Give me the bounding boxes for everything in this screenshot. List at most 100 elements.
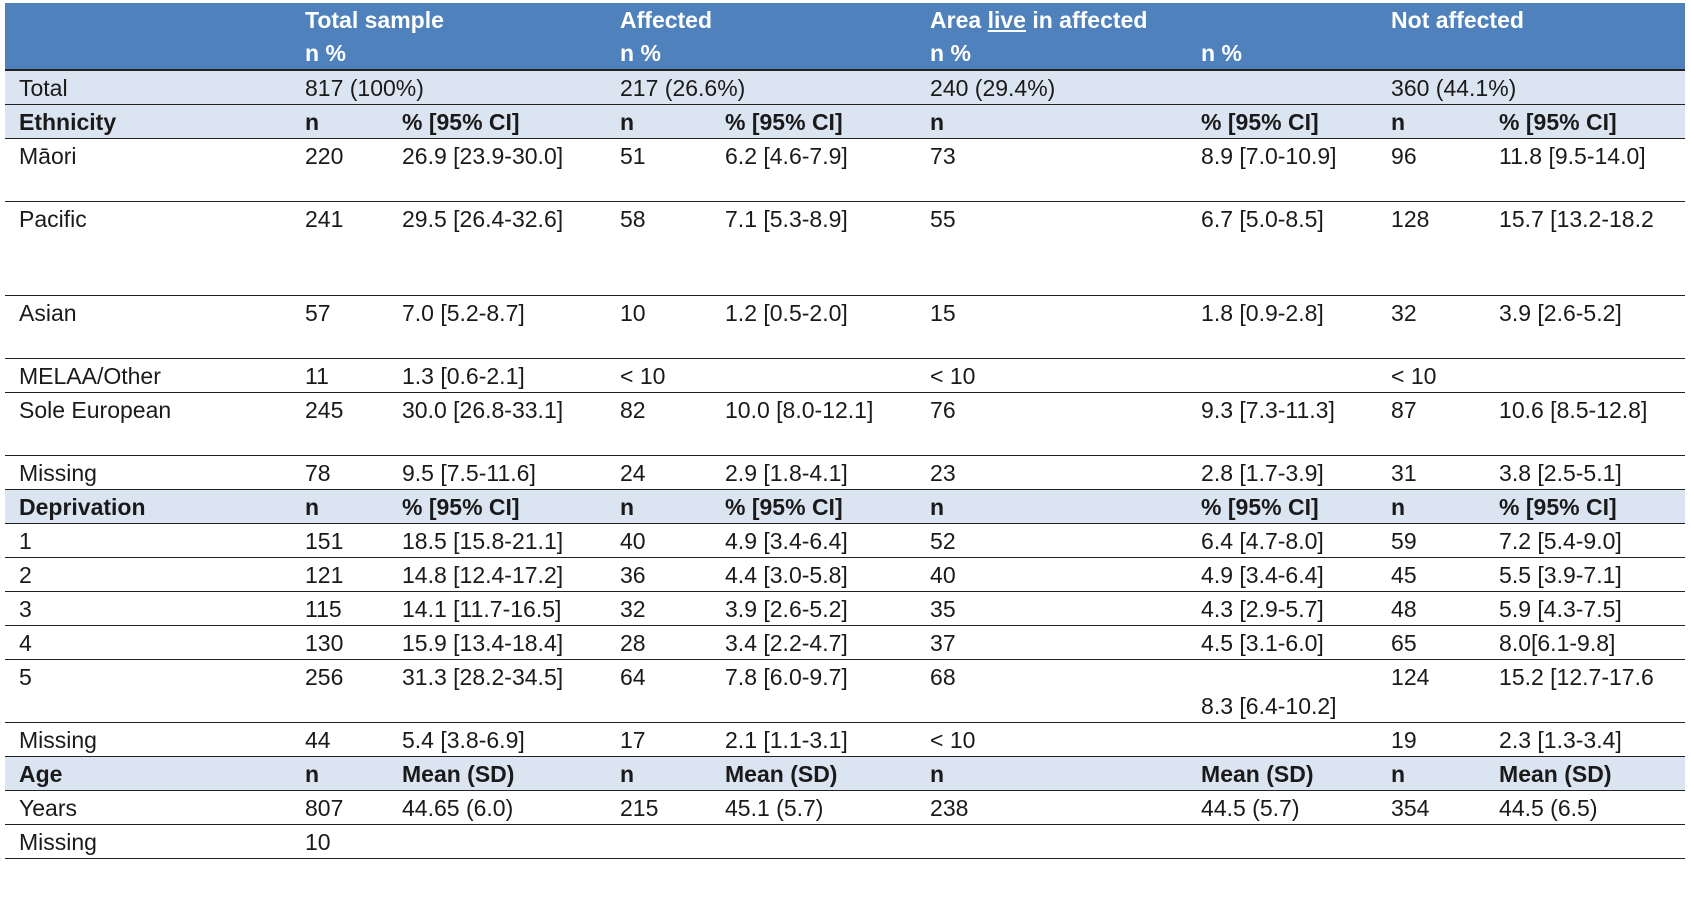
table-cell: 40	[930, 562, 956, 588]
total-label: Total	[19, 75, 68, 101]
table-cell: 151	[305, 528, 344, 554]
age-heading-label: Age	[19, 761, 63, 787]
table-cell: < 10	[930, 363, 976, 389]
table-row: 4 130 15.9 [13.4-18.4] 28 3.4 [2.2-4.7] 37 4.5…	[5, 626, 1686, 660]
table-cell: 124	[1391, 664, 1430, 690]
total-value: 217 (26.6%)	[620, 75, 746, 101]
table-cell: 3.9 [2.6-5.2]	[725, 596, 848, 622]
table-cell: 65	[1391, 630, 1417, 656]
sub-label: n %	[620, 40, 661, 66]
table-cell: 32	[1391, 300, 1417, 326]
column-heading: % [95% CI]	[402, 494, 520, 520]
column-heading: n	[930, 109, 945, 135]
table-cell: 6.2 [4.6-7.9]	[725, 143, 848, 169]
table-cell: 7.0 [5.2-8.7]	[402, 300, 525, 326]
table-cell: 130	[305, 630, 344, 656]
table-cell: 10.6 [8.5-12.8]	[1499, 397, 1648, 423]
table-cell: 15.7 [13.2-18.2	[1499, 206, 1654, 232]
table-cell: 115	[305, 596, 342, 622]
table-cell: 35	[930, 596, 956, 622]
table-cell: 68	[930, 664, 956, 690]
ethnicity-heading-row: Ethnicity n % [95% CI] n % [95% CI] n % [95% C…	[5, 104, 1686, 139]
table-cell: 58	[620, 206, 646, 232]
table-cell: 44.5 (6.5)	[1499, 795, 1598, 821]
table-cell: 354	[1391, 795, 1430, 821]
column-heading: Mean (SD)	[402, 761, 515, 787]
table-cell: 44.5 (5.7)	[1201, 795, 1300, 821]
table-cell: 45.1 (5.7)	[725, 795, 824, 821]
table-cell: 45	[1391, 562, 1417, 588]
table-cell: 82	[620, 397, 646, 423]
row-label: Missing	[19, 829, 97, 855]
table-cell: 10.0 [8.0-12.1]	[725, 397, 874, 423]
row-label: Missing	[19, 460, 97, 486]
table-cell: 44	[305, 727, 331, 753]
ethnicity-heading-label: Ethnicity	[19, 109, 117, 135]
table-cell: 52	[930, 528, 956, 554]
table-cell: 76	[930, 397, 956, 423]
column-heading: % [95% CI]	[1201, 109, 1319, 135]
table-cell: 220	[305, 143, 344, 169]
table-cell: 23	[930, 460, 956, 486]
table-cell: 256	[305, 664, 344, 690]
total-value: 817 (100%)	[305, 75, 424, 101]
table-cell: 31.3 [28.2-34.5]	[402, 664, 564, 690]
table-cell: < 10	[930, 727, 976, 753]
deprivation-section: Deprivation n % [95% CI] n % [95% CI] n % [95%…	[5, 489, 1686, 757]
table-cell: 7.1 [5.3-8.9]	[725, 206, 848, 232]
table-cell: 15.9 [13.4-18.4]	[402, 630, 564, 656]
table-cell	[388, 825, 606, 859]
table-cell: 30.0 [26.8-33.1]	[402, 397, 564, 423]
table-cell: 44.65 (6.0)	[402, 795, 514, 821]
table-cell: 1.3 [0.6-2.1]	[402, 363, 525, 389]
group-affected: Affected	[620, 7, 713, 33]
empty-cell	[5, 3, 291, 36]
table-row: Missing 10	[5, 825, 1686, 859]
row-label: Sole European	[19, 397, 172, 423]
table-cell: 6.4 [4.7-8.0]	[1201, 528, 1324, 554]
sub-label: n %	[1201, 40, 1242, 66]
table-cell: 4.5 [3.1-6.0]	[1201, 630, 1324, 656]
column-heading: n	[620, 109, 635, 135]
empty-cell	[5, 36, 291, 70]
table-cell: 15.2 [12.7-17.6	[1499, 664, 1654, 690]
column-heading: n	[305, 761, 320, 787]
table-cell: 51	[620, 143, 646, 169]
table-cell: 31	[1391, 460, 1417, 486]
row-label: Asian	[19, 300, 77, 326]
row-label: Years	[19, 795, 77, 821]
table-cell: 215	[620, 795, 659, 821]
table-cell	[606, 825, 711, 859]
table-row: Pacific 241 29.5 [26.4-32.6] 58 7.1 [5.3-8.9…	[5, 202, 1686, 296]
column-heading: n	[620, 494, 635, 520]
table-cell: 3.9 [2.6-5.2]	[1499, 300, 1622, 326]
table-cell	[1377, 825, 1485, 859]
table-cell: 807	[305, 795, 344, 821]
column-heading: Mean (SD)	[1499, 761, 1612, 787]
table-cell	[711, 825, 916, 859]
table-row: 1 151 18.5 [15.8-21.1] 40 4.9 [3.4-6.4] 52 6.4…	[5, 524, 1686, 558]
table-cell: 3.4 [2.2-4.7]	[725, 630, 848, 656]
table-cell: 8.0[6.1-9.8]	[1499, 630, 1616, 656]
table-cell	[1187, 359, 1377, 393]
table-cell: 24	[620, 460, 646, 486]
column-heading: n	[305, 494, 320, 520]
group-not-affected: Not affected	[1391, 7, 1524, 33]
row-label: Māori	[19, 143, 77, 169]
row-label: 3	[19, 596, 32, 622]
column-heading: Mean (SD)	[725, 761, 838, 787]
group-area-live: Area live in affected	[916, 3, 1377, 36]
table-cell: 121	[305, 562, 344, 588]
table-cell: 4.3 [2.9-5.7]	[1201, 596, 1324, 622]
deprivation-heading-label: Deprivation	[19, 494, 146, 520]
column-heading: % [95% CI]	[725, 494, 843, 520]
row-label: Pacific	[19, 206, 87, 232]
column-heading: % [95% CI]	[725, 109, 843, 135]
table-cell: 19	[1391, 727, 1417, 753]
group-live-word: live	[987, 7, 1026, 33]
column-heading: n	[1391, 761, 1406, 787]
table-cell: 57	[305, 300, 331, 326]
table-cell	[1187, 825, 1377, 859]
table-cell: 15	[930, 300, 956, 326]
row-label: Missing	[19, 727, 97, 753]
